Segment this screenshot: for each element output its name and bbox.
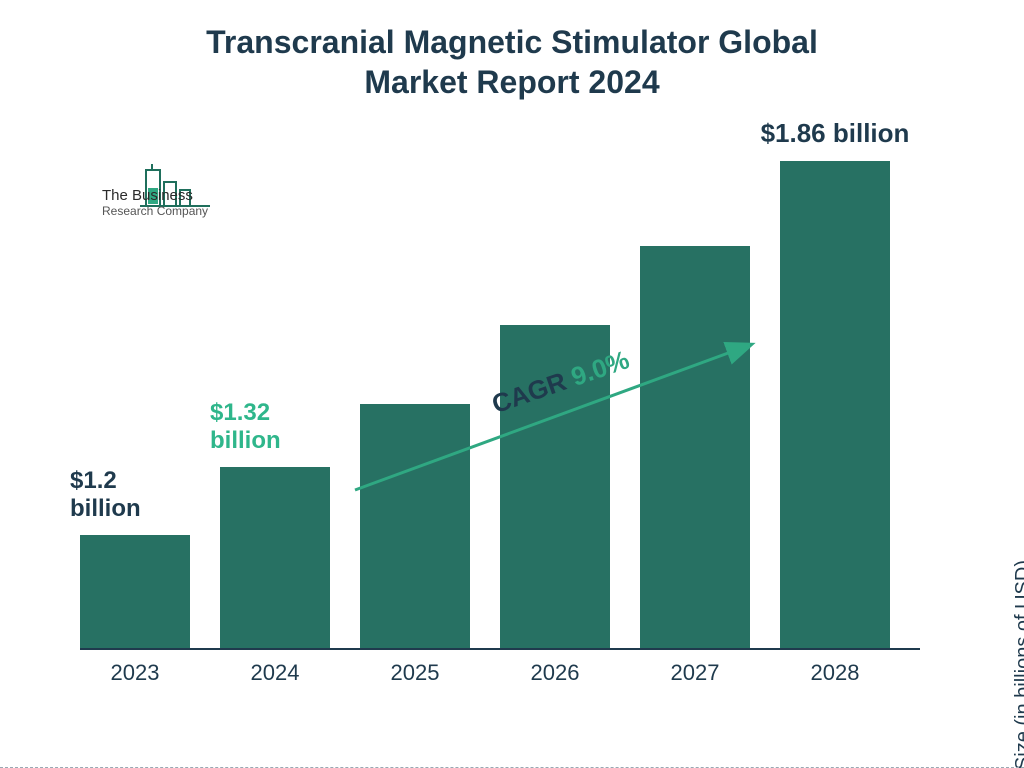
value-label-2023: $1.2billion bbox=[70, 467, 200, 522]
value-label-2028: $1.86 billion bbox=[740, 119, 930, 149]
title-line-2: Market Report 2024 bbox=[364, 64, 659, 100]
value-label-2024: $1.32billion bbox=[210, 399, 340, 454]
bar-2027 bbox=[640, 246, 750, 648]
bar-2023 bbox=[80, 535, 190, 648]
y-axis-label: Market Size (in billions of USD) bbox=[1012, 560, 1024, 768]
chart-container: Transcranial Magnetic Stimulator Global … bbox=[0, 0, 1024, 768]
bar-2028 bbox=[780, 161, 890, 648]
x-label-2028: 2028 bbox=[780, 660, 890, 686]
x-label-2026: 2026 bbox=[500, 660, 610, 686]
x-label-2027: 2027 bbox=[640, 660, 750, 686]
x-label-2023: 2023 bbox=[80, 660, 190, 686]
chart-title: Transcranial Magnetic Stimulator Global … bbox=[0, 22, 1024, 102]
bar-2025 bbox=[360, 404, 470, 648]
bar-2024 bbox=[220, 467, 330, 648]
x-label-2025: 2025 bbox=[360, 660, 470, 686]
title-line-1: Transcranial Magnetic Stimulator Global bbox=[206, 24, 818, 60]
x-label-2024: 2024 bbox=[220, 660, 330, 686]
x-axis-baseline bbox=[80, 648, 920, 650]
